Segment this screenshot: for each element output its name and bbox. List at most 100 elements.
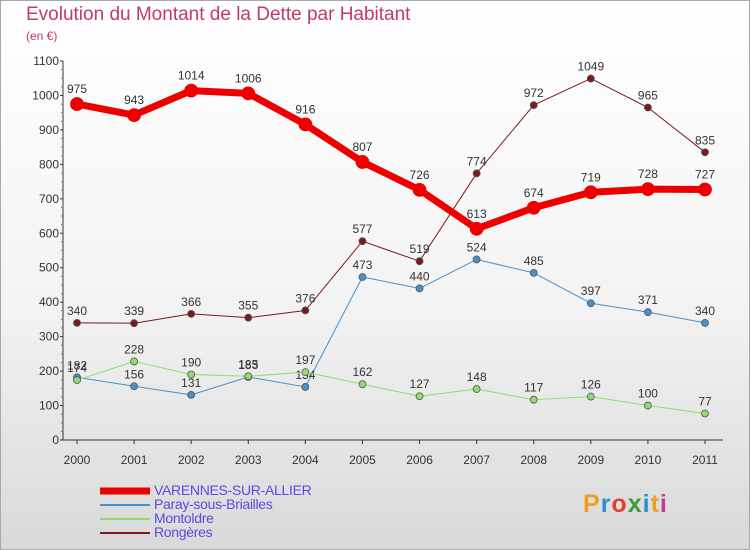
logo-letter: o (611, 490, 628, 518)
data-label: 1049 (577, 60, 604, 74)
data-label: 728 (638, 167, 658, 181)
data-label: 674 (524, 186, 544, 200)
data-point (472, 255, 481, 264)
data-label: 835 (695, 133, 715, 147)
series-group: 340 339 366 355 376 577 519 774 972 1049 965 835 (67, 60, 715, 328)
data-point (583, 185, 598, 200)
legend-swatch (100, 518, 150, 520)
data-point (415, 392, 424, 401)
data-label: 340 (67, 304, 87, 318)
data-point (586, 74, 595, 83)
data-point (301, 368, 310, 377)
data-label: 440 (410, 269, 430, 283)
data-label: 156 (124, 367, 144, 381)
data-label: 524 (467, 240, 487, 254)
data-point (298, 117, 313, 132)
data-label: 228 (124, 342, 144, 356)
data-label: 126 (581, 378, 601, 392)
x-tick-label: 2003 (235, 453, 262, 467)
data-point (241, 86, 256, 101)
data-point (187, 309, 196, 318)
data-point (73, 376, 81, 384)
series-group: 182156131183154473440524485397371340 (67, 240, 715, 399)
data-point (472, 385, 481, 393)
data-point (130, 357, 138, 366)
proxiti-logo: Proxiti (583, 490, 668, 519)
y-tick-label: 400 (39, 295, 59, 309)
data-label: 807 (352, 140, 372, 154)
data-label: 519 (410, 242, 430, 256)
data-point (70, 97, 84, 111)
logo-letter: r (600, 490, 612, 518)
data-label: 916 (295, 102, 315, 116)
data-point (698, 182, 712, 197)
series-group: 174 228 190 185 197 162 127 148 117 126 100 77 (67, 342, 712, 418)
data-label: 183 (238, 358, 258, 372)
y-tick-label: 0 (52, 433, 59, 447)
data-label: 577 (352, 222, 372, 236)
data-label: 371 (638, 293, 658, 307)
y-tick-label: 1000 (32, 88, 59, 102)
legend-label: Paray-sous-Briailles (154, 496, 273, 512)
logo-letter: P (583, 490, 601, 518)
data-point (586, 299, 595, 308)
data-label: 727 (695, 168, 715, 182)
data-label: 117 (524, 381, 543, 395)
data-label: 774 (467, 154, 487, 168)
data-label: 339 (124, 304, 144, 318)
data-label: 726 (410, 168, 430, 182)
data-point (701, 318, 709, 327)
data-point (472, 169, 481, 178)
logo-letter: x (627, 490, 643, 518)
x-tick-label: 2005 (349, 453, 376, 467)
y-tick-label: 300 (39, 330, 59, 344)
y-tick-label: 100 (39, 399, 59, 413)
legend-swatch (100, 532, 150, 534)
data-point (644, 401, 652, 410)
data-label: 485 (524, 254, 544, 268)
data-label: 397 (581, 284, 601, 298)
data-label: 340 (695, 304, 715, 318)
data-point (415, 284, 424, 293)
data-label: 100 (638, 387, 658, 401)
legend-swatch (100, 504, 150, 506)
data-label: 77 (698, 394, 712, 408)
data-point (358, 273, 367, 281)
x-tick-label: 2010 (635, 453, 662, 467)
data-point (127, 108, 141, 122)
data-label: 473 (352, 258, 372, 272)
x-tick-label: 2004 (292, 453, 319, 467)
data-point (644, 103, 652, 112)
data-label: 197 (295, 353, 315, 367)
data-label: 182 (67, 358, 87, 372)
logo-letter: i (642, 490, 651, 518)
data-point (184, 83, 199, 98)
logo-letter: t (650, 490, 660, 518)
legend-label: Rongères (154, 524, 213, 540)
data-point (469, 221, 484, 236)
legend-item: Paray-sous-Briailles (100, 496, 360, 512)
data-point (130, 319, 138, 328)
x-tick-label: 2008 (520, 453, 547, 467)
data-label: 148 (467, 370, 487, 384)
logo-letter: i (659, 490, 668, 518)
y-tick-label: 600 (39, 226, 59, 240)
series-line (76, 360, 706, 414)
data-point (244, 372, 253, 381)
x-tick-label: 2011 (692, 453, 718, 467)
data-point (641, 182, 655, 197)
data-point (358, 380, 367, 389)
data-label: 975 (67, 82, 87, 96)
data-point (301, 306, 310, 315)
data-point (701, 148, 709, 157)
x-tick-label: 2002 (178, 453, 205, 467)
data-point (187, 370, 196, 379)
data-point (701, 409, 709, 418)
data-label: 1006 (235, 71, 262, 85)
series-group: 975 943 1014 1006 916 807 726 613 674 719 728 727 (67, 69, 715, 236)
data-label: 127 (410, 377, 430, 391)
chart-legend: VARENNES-SUR-ALLIER Paray-sous-Briailles… (100, 482, 360, 540)
data-label: 972 (524, 86, 544, 100)
